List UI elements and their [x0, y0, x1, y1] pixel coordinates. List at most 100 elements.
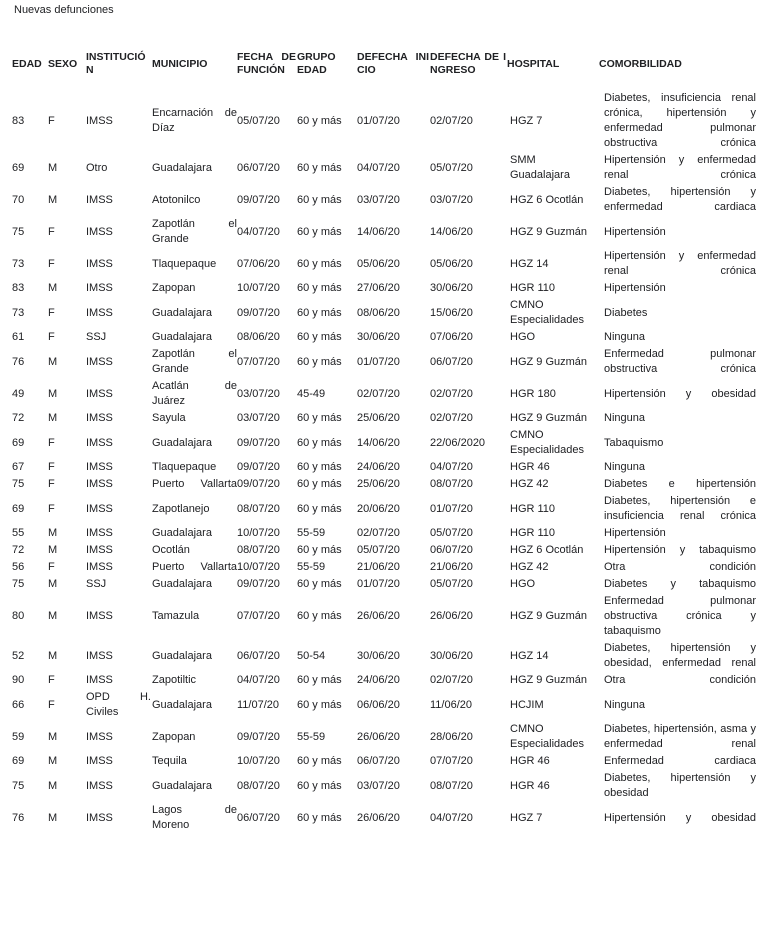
cell-municipio: Guadalajara [152, 779, 212, 792]
column-header-hospital: HOSPITAL [507, 57, 560, 70]
cell-fecha-ingreso: 26/06/20 [430, 610, 473, 622]
cell-comorbilidad: Diabetes, insuficiencia renal crónica, h… [604, 92, 756, 149]
cell-hospital: HGZ 42 [510, 478, 549, 490]
cell-grupo-edad: 60 y más [297, 193, 342, 206]
cell-edad: 49 [12, 387, 25, 400]
column-header-sexo: SEXO [48, 57, 78, 70]
cell-grupo-edad: 60 y más [297, 698, 342, 711]
cell-hospital: HGR 110 [510, 282, 556, 294]
cell-sexo: M [48, 649, 58, 662]
column-header-grupo-edad: GRUPO EDAD [297, 51, 336, 76]
cell-comorbilidad: Hipertensión [604, 527, 666, 539]
cell-hospital: HGO [510, 578, 536, 590]
cell-sexo: M [48, 544, 58, 556]
cell-fecha-defuncion: 09/07/20 [237, 578, 280, 590]
cell-sexo: F [48, 114, 55, 127]
cell-fecha-defuncion: 03/07/20 [237, 412, 280, 424]
cell-grupo-edad: 60 y más [297, 502, 342, 515]
table-row: 59 M IMSS Zapopan 09/07/20 55-59 26/06/20 28/06… [12, 721, 758, 753]
cell-fecha-defuncion: 10/07/20 [237, 561, 280, 573]
cell-fecha-defuncion: 10/07/20 [237, 527, 280, 539]
cell-sexo: F [48, 461, 55, 473]
cell-comorbilidad: Ninguna [604, 698, 645, 711]
cell-sexo: M [48, 527, 58, 539]
cell-hospital: HGR 46 [510, 755, 550, 767]
cell-hospital: CMNO Especialidades [510, 429, 584, 456]
cell-municipio: Zapopan [152, 730, 196, 743]
cell-grupo-edad: 60 y más [297, 161, 342, 174]
cell-comorbilidad: Diabetes y tabaquismo [604, 578, 756, 590]
cell-edad: 69 [12, 436, 25, 449]
cell-fecha-inicio: 14/06/20 [357, 225, 400, 238]
cell-comorbilidad: Hipertensión y enfermedad renal crónica [604, 250, 756, 277]
cell-grupo-edad: 60 y más [297, 282, 342, 294]
cell-edad: 56 [12, 561, 25, 573]
cell-fecha-inicio: 02/07/20 [357, 387, 400, 400]
cell-fecha-ingreso: 11/06/20 [430, 698, 473, 711]
cell-fecha-inicio: 03/07/20 [357, 193, 400, 206]
cell-edad: 66 [12, 698, 25, 711]
cell-municipio: Tlaquepaque [152, 461, 217, 473]
cell-fecha-ingreso: 05/07/20 [430, 578, 473, 590]
cell-fecha-defuncion: 06/07/20 [237, 811, 280, 824]
cell-fecha-ingreso: 05/06/20 [430, 257, 473, 270]
cell-sexo: F [48, 674, 55, 686]
cell-comorbilidad: Otra condición [604, 561, 756, 573]
cell-edad: 72 [12, 544, 25, 556]
cell-comorbilidad: Diabetes, hipertensión y obesidad [604, 772, 756, 799]
cell-grupo-edad: 60 y más [297, 578, 342, 590]
cell-edad: 69 [12, 161, 25, 174]
cell-fecha-inicio: 25/06/20 [357, 478, 400, 490]
cell-municipio: Guadalajara [152, 698, 212, 711]
table-row: 66 F OPD H. Civiles Guadalajara 11/07/20 60 y… [12, 689, 758, 721]
table-row: 75 M SSJ Guadalajara 09/07/20 60 y más 01/07/2… [12, 576, 758, 593]
cell-fecha-defuncion: 09/07/20 [237, 461, 280, 473]
cell-hospital: HCJIM [510, 698, 544, 711]
cell-municipio: Guadalajara [152, 527, 212, 539]
cell-hospital: HGZ 9 Guzmán [510, 225, 588, 238]
cell-fecha-defuncion: 10/07/20 [237, 755, 280, 767]
cell-municipio: Zapopan [152, 282, 196, 294]
table-row: 55 M IMSS Guadalajara 10/07/20 55-59 02/07/20 0… [12, 525, 758, 542]
cell-hospital: HGZ 9 Guzmán [510, 355, 588, 368]
cell-institucion: IMSS [86, 436, 113, 449]
cell-hospital: HGZ 7 [510, 811, 543, 824]
cell-sexo: M [48, 412, 58, 424]
cell-grupo-edad: 45-49 [297, 387, 326, 400]
cell-institucion: IMSS [86, 561, 113, 573]
cell-hospital: HGR 46 [510, 461, 550, 473]
cell-comorbilidad: Hipertensión y enfermedad renal crónica [604, 154, 756, 181]
cell-sexo: F [48, 331, 55, 343]
cell-institucion: IMSS [86, 355, 113, 368]
cell-institucion: IMSS [86, 544, 113, 556]
cell-grupo-edad: 60 y más [297, 306, 342, 319]
table-row: 72 M IMSS Ocotlán 08/07/20 60 y más 05/07/20 06… [12, 542, 758, 559]
cell-edad: 75 [12, 225, 25, 238]
cell-fecha-inicio: 24/06/20 [357, 461, 400, 473]
table-body: 83 F IMSS Encarnación de Díaz 05/07/20 60 y m… [12, 90, 758, 834]
cell-grupo-edad: 60 y más [297, 461, 342, 473]
cell-comorbilidad: Diabetes, hipertensión e insuficiencia r… [604, 495, 756, 522]
cell-fecha-inicio: 06/06/20 [357, 698, 400, 711]
cell-fecha-inicio: 01/07/20 [357, 355, 400, 368]
cell-fecha-defuncion: 08/06/20 [237, 331, 280, 343]
cell-grupo-edad: 55-59 [297, 527, 326, 539]
cell-hospital: HGZ 9 Guzmán [510, 674, 588, 686]
cell-fecha-ingreso: 02/07/20 [430, 114, 473, 127]
cell-comorbilidad: Diabetes, hipertensión y enfermedad card… [604, 186, 756, 213]
cell-fecha-ingreso: 03/07/20 [430, 193, 473, 206]
cell-comorbilidad: Hipertensión [604, 225, 666, 238]
cell-comorbilidad: Enfermedad pulmonar obstructiva crónica [604, 348, 756, 375]
cell-comorbilidad: Diabetes [604, 306, 648, 319]
cell-municipio: Zapotlán el Grande [152, 348, 237, 375]
cell-fecha-inicio: 26/06/20 [357, 811, 400, 824]
cell-municipio: Ocotlán [152, 544, 190, 556]
cell-fecha-inicio: 06/07/20 [357, 755, 400, 767]
cell-edad: 52 [12, 649, 25, 662]
cell-grupo-edad: 55-59 [297, 730, 326, 743]
cell-hospital: SMM Guadalajara [510, 154, 570, 181]
cell-fecha-defuncion: 07/07/20 [237, 355, 280, 368]
cell-institucion: IMSS [86, 478, 113, 490]
cell-fecha-inicio: 30/06/20 [357, 331, 400, 343]
table-row: 76 M IMSS Zapotlán el Grande 07/07/20 60 y má… [12, 346, 758, 378]
